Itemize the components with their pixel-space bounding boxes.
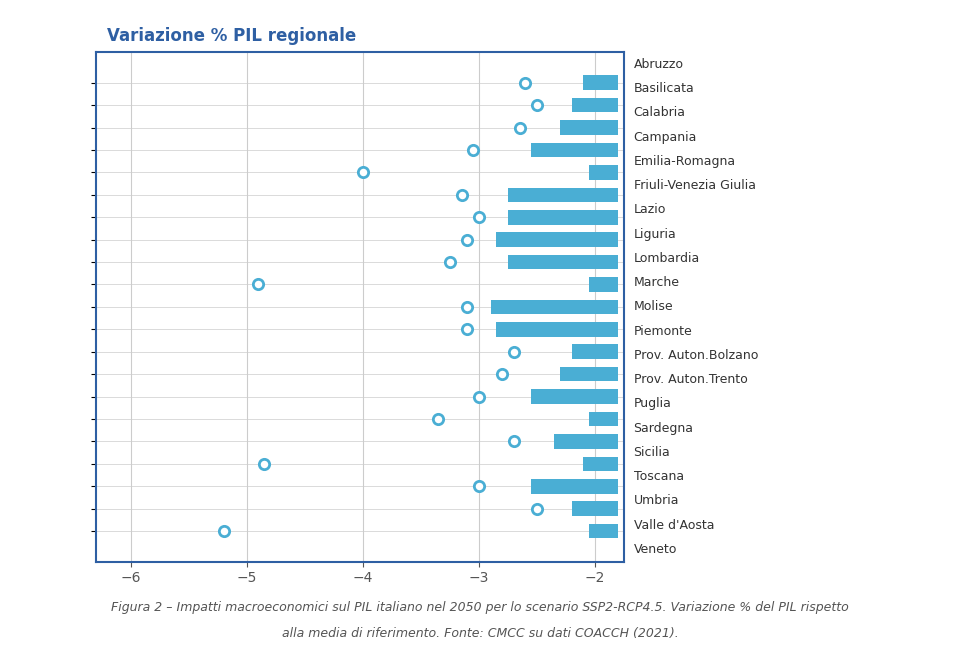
Text: Toscana: Toscana [634,470,684,483]
Text: Lazio: Lazio [634,203,666,216]
Text: Sicilia: Sicilia [634,446,670,459]
Text: Friuli-Venezia Giulia: Friuli-Venezia Giulia [634,179,756,192]
Text: Puglia: Puglia [634,398,671,411]
Point [512,122,527,133]
Bar [584,75,618,90]
Bar [496,232,618,247]
Text: Emilia-Romagna: Emilia-Romagna [634,155,735,168]
Bar [589,412,618,426]
Point [471,391,487,402]
Point [506,436,521,447]
Point [466,145,481,155]
Text: Variazione % PIL regionale: Variazione % PIL regionale [107,27,356,45]
Text: Basilicata: Basilicata [634,82,694,95]
Bar [589,524,618,539]
Point [460,302,475,312]
Point [454,189,469,200]
Point [251,279,266,290]
Text: Abruzzo: Abruzzo [634,58,684,71]
Point [471,481,487,492]
Bar [531,479,618,494]
Bar [554,434,618,449]
Text: Valle d'Aosta: Valle d'Aosta [634,518,714,532]
Point [460,234,475,245]
Text: Sardegna: Sardegna [634,422,693,435]
Text: Lombardia: Lombardia [634,252,700,265]
Point [506,347,521,357]
Point [216,526,231,536]
Text: Figura 2 – Impatti macroeconomici sul PIL italiano nel 2050 per lo scenario SSP2: Figura 2 – Impatti macroeconomici sul PI… [111,601,849,614]
Bar [496,322,618,336]
Bar [508,255,618,269]
Point [443,257,458,267]
Text: Umbria: Umbria [634,494,679,507]
Point [529,100,544,110]
Bar [572,345,618,359]
Text: Marche: Marche [634,276,680,289]
Point [494,369,510,379]
Point [460,324,475,334]
Bar [589,165,618,180]
Text: Prov. Auton.Trento: Prov. Auton.Trento [634,373,747,386]
Point [529,503,544,514]
Bar [531,389,618,404]
Bar [572,98,618,112]
Text: Piemonte: Piemonte [634,325,692,338]
Text: alla media di riferimento. Fonte: CMCC su dati COACCH (2021).: alla media di riferimento. Fonte: CMCC s… [281,627,679,640]
Bar [561,367,618,381]
Bar [572,502,618,516]
Bar [561,120,618,135]
Point [355,167,371,178]
Bar [508,210,618,225]
Bar [589,278,618,292]
Point [256,458,272,469]
Text: Campania: Campania [634,131,697,144]
Point [517,78,533,88]
Bar [531,142,618,157]
Text: Prov. Auton.Bolzano: Prov. Auton.Bolzano [634,349,758,362]
Text: Calabria: Calabria [634,106,685,119]
Text: Liguria: Liguria [634,228,677,241]
Text: Molise: Molise [634,300,673,313]
Point [471,212,487,223]
Bar [508,187,618,202]
Bar [491,300,618,314]
Text: Veneto: Veneto [634,543,677,556]
Bar [584,456,618,471]
Point [431,414,446,424]
